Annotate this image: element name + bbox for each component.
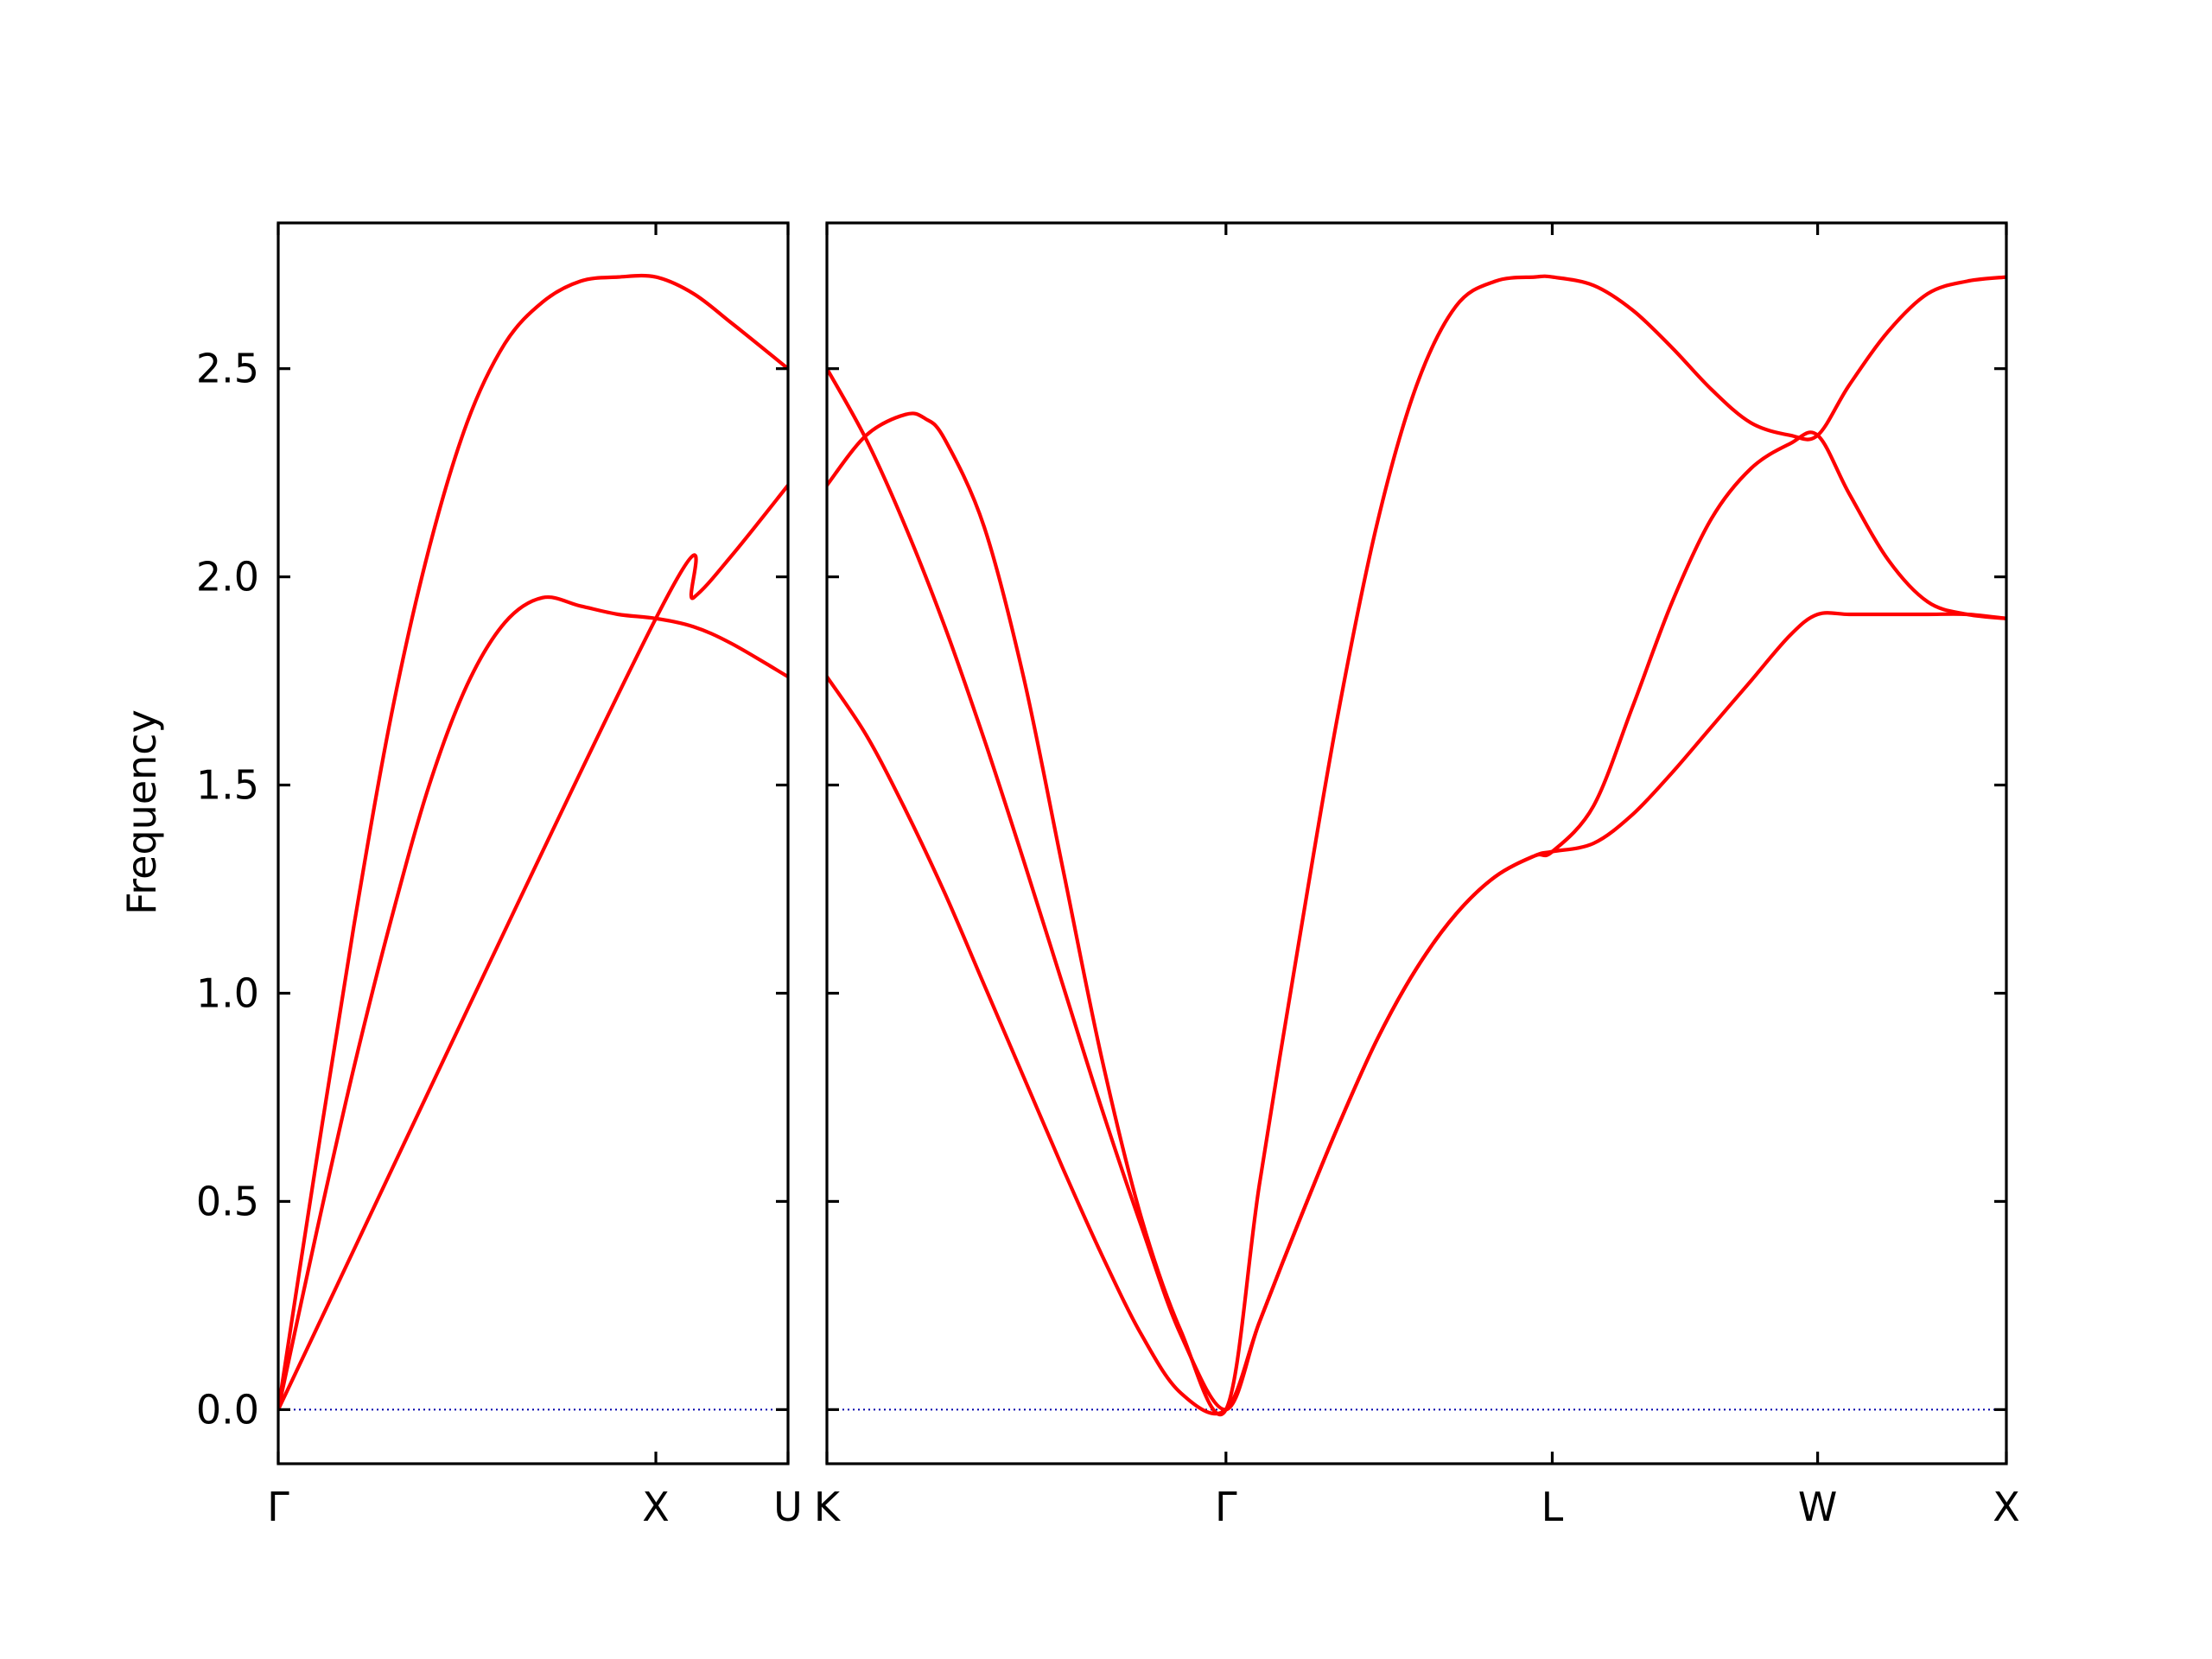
x-tick-label: Γ [1215, 1484, 1237, 1530]
band-line-2-2 [827, 366, 2006, 1412]
x-tick-label: L [1541, 1484, 1564, 1530]
band-line-2-1 [827, 611, 2006, 1416]
band-line-1-1 [278, 594, 788, 1412]
y-tick-label: 2.5 [196, 346, 259, 392]
y-tick-label: 0.0 [196, 1386, 259, 1433]
band-line-2-3 [827, 274, 2006, 1417]
y-tick-label: 2.0 [196, 554, 259, 601]
x-tick-label: K [814, 1484, 842, 1530]
y-tick-label: 0.5 [196, 1178, 259, 1224]
y-axis-label: Frequency [118, 709, 165, 915]
panel-gamma-x-u: 0.0 0.5 1.0 1.5 2.0 2.5 Γ X U [196, 221, 803, 1530]
band-line-1-3 [278, 273, 788, 1412]
x-tick-label: W [1798, 1484, 1837, 1530]
x-tick-label: U [773, 1484, 803, 1530]
y-tick-label: 1.0 [196, 969, 259, 1016]
x-tick-label: Γ [267, 1484, 289, 1530]
x-tick-label: X [1993, 1484, 2020, 1530]
plot-frame [276, 221, 790, 1465]
y-tick-label: 1.5 [196, 762, 259, 809]
band-line-1-2 [278, 483, 788, 1412]
plot-frame [825, 221, 2008, 1465]
x-tick-label: X [642, 1484, 670, 1530]
